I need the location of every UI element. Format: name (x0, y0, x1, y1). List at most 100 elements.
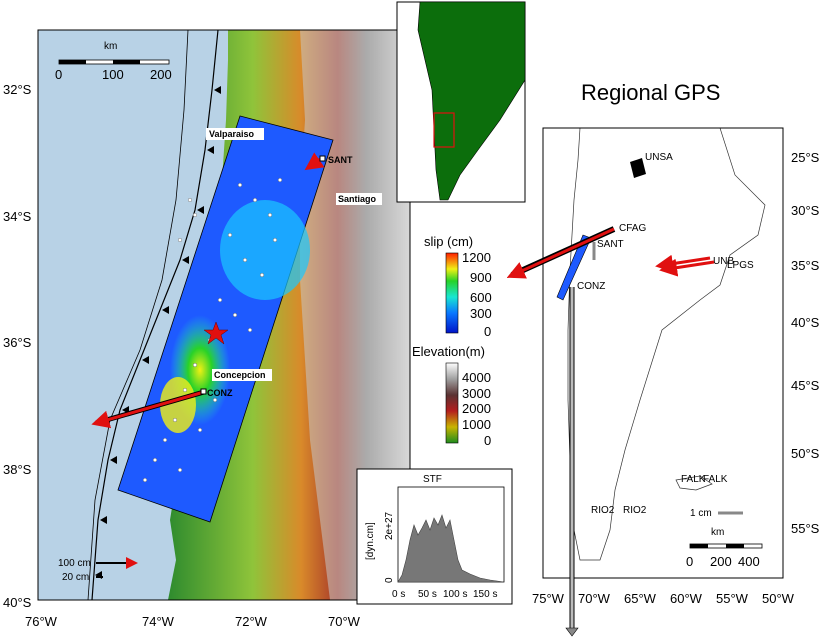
slip-tick-600: 600 (470, 290, 492, 305)
falkland-islands (675, 475, 713, 491)
stf-ytick-zero: 0 (384, 577, 395, 583)
elev-tick-4000: 4000 (462, 370, 491, 385)
regional-map: UNSA CFAG SANT CONZ UNB LPGS FALK FALK R… (543, 128, 783, 578)
regional-scale-200: 200 (710, 554, 732, 569)
lon-70w: 70°W (328, 614, 361, 629)
distance-scale: km 0 100 200 (55, 41, 172, 82)
station-sant: SANT (328, 155, 353, 165)
stf-xtick-100: 100 s (443, 589, 467, 600)
station-rio2: RIO2 (623, 505, 647, 516)
concepcion-box (212, 369, 272, 381)
station-falk-dup: FALK (681, 474, 706, 485)
andes-mountains (300, 30, 410, 600)
scale-tick-100: 100 (102, 67, 124, 82)
station-conz-regional: CONZ (577, 281, 605, 292)
elevation-label: Elevation(m) (412, 344, 485, 359)
reg-lat-25s: 25°S (791, 150, 820, 165)
lat-38s: 38°S (3, 462, 32, 477)
santiago-box (336, 193, 382, 205)
reg-lon-65w: 65°W (624, 591, 657, 606)
elev-tick-1000: 1000 (462, 417, 491, 432)
reg-lon-55w: 55°W (716, 591, 749, 606)
station-sant-regional: SANT (597, 239, 624, 250)
regional-frame (542, 127, 784, 579)
reg-lat-35s: 35°S (791, 258, 820, 273)
regional-scale-400: 400 (738, 554, 760, 569)
south-america-land (417, 1, 526, 201)
vector-legend-100cm: 100 cm (58, 558, 91, 569)
reg-lat-45s: 45°S (791, 378, 820, 393)
regional-vectors (506, 226, 715, 637)
slip-tick-300: 300 (470, 306, 492, 321)
conz-marker (200, 388, 207, 395)
station-rio2-dup: RIO2 (591, 505, 615, 516)
lon-74w: 74°W (142, 614, 175, 629)
trench-teeth (95, 86, 221, 579)
stf-area (397, 514, 505, 583)
elev-tick-2000: 2000 (462, 401, 491, 416)
slip-tick-900: 900 (470, 270, 492, 285)
lon-76w: 76°W (25, 614, 58, 629)
main-map: Valparaiso Santiago Concepcion SANT CONZ… (38, 30, 410, 600)
epicenter-star (203, 321, 229, 345)
place-valparaiso: Valparaiso (209, 129, 255, 139)
conz-vector (91, 390, 205, 429)
regional-coastline (567, 128, 766, 561)
stf-ylabel: [dyn.cm] (365, 522, 376, 560)
elev-tick-0: 0 (484, 433, 491, 448)
reg-lat-55s: 55°S (791, 521, 820, 536)
stf-title: STF (423, 474, 442, 485)
scale-unit: km (104, 41, 117, 52)
main-map-frame (37, 29, 411, 601)
lon-72w: 72°W (235, 614, 268, 629)
scale-tick-0: 0 (55, 67, 62, 82)
regional-scale-0: 0 (686, 554, 693, 569)
station-conz: CONZ (207, 388, 233, 398)
reg-lon-70w: 70°W (578, 591, 611, 606)
scale-tick-200: 200 (150, 67, 172, 82)
reg-lon-60w: 60°W (670, 591, 703, 606)
station-unsa: UNSA (645, 152, 673, 163)
lpgs-vector (659, 258, 715, 277)
cfag-vector (506, 227, 615, 279)
sant-marker (319, 155, 326, 162)
station-falk: FALK (703, 474, 728, 485)
study-area-box (433, 112, 455, 148)
slip-colorbar: slip (cm) 1200 900 600 300 0 (424, 234, 492, 339)
vector-legend-20cm: 20 cm (62, 572, 89, 583)
reg-lat-40s: 40°S (791, 315, 820, 330)
regional-title: Regional GPS (581, 80, 720, 105)
elevation-colorbar: Elevation(m) 4000 3000 2000 1000 0 (412, 344, 491, 448)
lat-36s: 36°S (3, 335, 32, 350)
place-santiago: Santiago (338, 194, 377, 204)
lat-32s: 32°S (3, 82, 32, 97)
reg-lon-75w: 75°W (532, 591, 565, 606)
station-cfag: CFAG (619, 223, 646, 234)
stf-xtick-150: 150 s (473, 589, 497, 600)
regional-vector-legend: 1 cm (690, 508, 712, 519)
slip-tick-1200: 1200 (462, 250, 491, 265)
valparaiso-box (206, 128, 264, 140)
place-concepcion: Concepcion (214, 370, 266, 380)
lat-34s: 34°S (3, 209, 32, 224)
stf-ytick-top: 2e+27 (384, 511, 395, 540)
regional-fault-plane (556, 234, 592, 301)
stf-xtick-0: 0 s (392, 589, 405, 600)
stf-xtick-50: 50 s (418, 589, 437, 600)
slip-tick-0: 0 (484, 324, 491, 339)
slab-contour (87, 30, 189, 600)
reg-lat-50s: 50°S (791, 446, 820, 461)
reg-lon-50w: 50°W (762, 591, 795, 606)
stf-panel: STF [dyn.cm] 2e+27 0 0 s 50 s 100 s 150 … (356, 468, 513, 605)
regional-scale-unit: km (711, 527, 724, 538)
vector-legend: 100 cm 20 cm (58, 557, 138, 583)
unsa-ellipse (630, 158, 646, 178)
reg-lat-30s: 30°S (791, 203, 820, 218)
slip-label: slip (cm) (424, 234, 473, 249)
elev-tick-3000: 3000 (462, 386, 491, 401)
inset-map (396, 1, 526, 203)
station-unb: UNB (713, 256, 734, 267)
lat-40s: 40°S (3, 595, 32, 610)
station-lpgs: LPGS (727, 260, 754, 271)
